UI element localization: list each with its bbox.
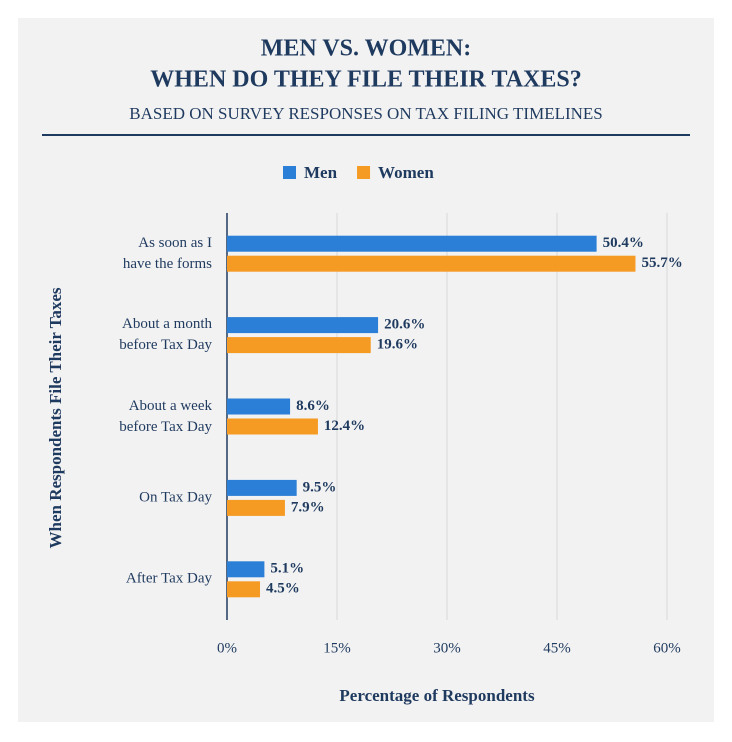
chart-title: MEN VS. WOMEN:	[261, 36, 471, 62]
legend-swatch	[283, 166, 296, 179]
bar	[227, 337, 371, 354]
value-label: 50.4%	[603, 235, 644, 251]
value-label: 19.6%	[377, 337, 418, 353]
value-label: 20.6%	[384, 317, 425, 333]
legend-label: Women	[378, 163, 434, 182]
y-tick-label: After Tax Day	[125, 570, 212, 587]
value-label: 5.1%	[270, 561, 304, 577]
value-label: 55.7%	[641, 255, 682, 271]
value-label: 9.5%	[303, 479, 337, 495]
value-label: 4.5%	[266, 581, 300, 597]
bar	[227, 418, 318, 435]
x-tick-label: 45%	[543, 640, 571, 656]
value-label: 12.4%	[324, 418, 365, 434]
value-label: 7.9%	[291, 499, 325, 515]
bar	[227, 561, 265, 578]
legend-swatch	[357, 166, 371, 179]
legend-label: Men	[304, 163, 338, 182]
bar	[227, 398, 291, 415]
chart-title: WHEN DO THEY FILE THEIR TAXES?	[150, 67, 581, 93]
y-tick-label: As soon as I have the forms	[122, 234, 212, 272]
x-axis-title: Percentage of Respondents	[339, 686, 535, 705]
y-tick-label: On Tax Day	[139, 489, 212, 506]
card	[18, 18, 714, 722]
x-tick-label: 0%	[217, 640, 237, 656]
bar	[227, 499, 285, 516]
y-axis-title: When Respondents File Their Taxes	[46, 287, 65, 548]
bar	[227, 235, 597, 252]
bar	[227, 255, 636, 272]
x-tick-label: 30%	[433, 640, 461, 656]
x-tick-label: 60%	[653, 640, 681, 656]
chart-subtitle: BASED ON SURVEY RESPONSES ON TAX FILING …	[129, 104, 602, 123]
x-tick-label: 15%	[323, 640, 351, 656]
bar	[227, 581, 260, 598]
y-tick-label: About a month before Tax Day	[119, 316, 212, 354]
bar	[227, 317, 379, 334]
y-tick-label: About a week before Tax Day	[119, 397, 212, 435]
value-label: 8.6%	[296, 398, 330, 414]
bar	[227, 479, 297, 496]
